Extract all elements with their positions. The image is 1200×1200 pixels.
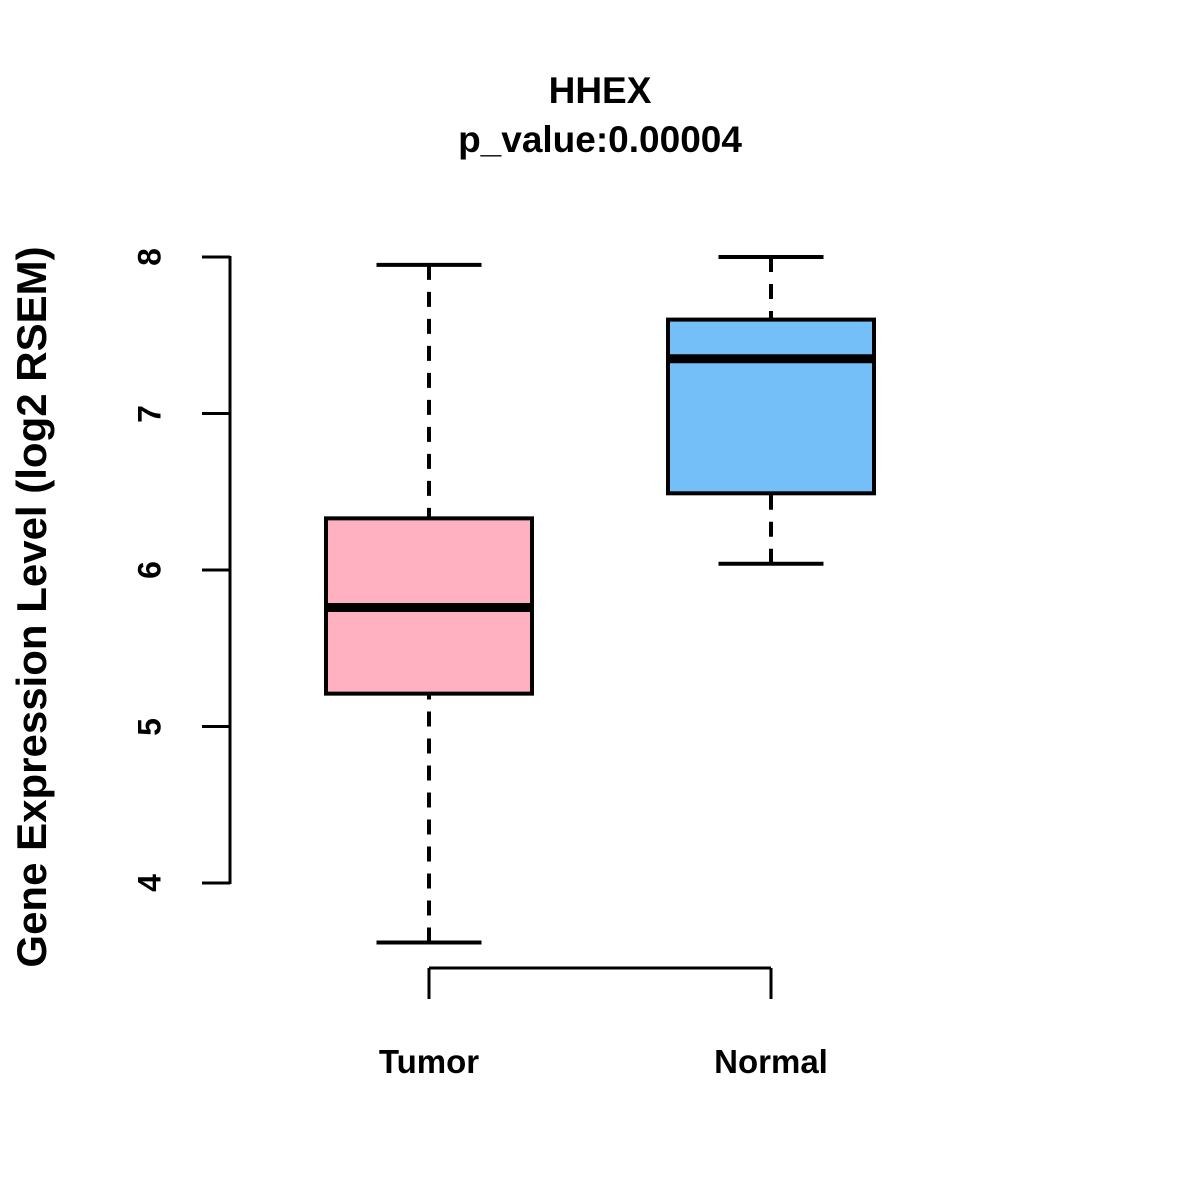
box-normal <box>666 317 876 496</box>
y-tick-label: 4 <box>131 874 168 892</box>
y-tick-label: 5 <box>131 717 168 736</box>
chart-title: HHEX <box>548 70 652 111</box>
y-tick-label: 7 <box>131 404 168 423</box>
chart-subtitle: p_value:0.00004 <box>458 119 742 160</box>
category-label-normal: Normal <box>714 1043 828 1080</box>
y-tick-label: 6 <box>131 561 168 579</box>
y-tick-label: 8 <box>131 248 168 266</box>
category-label-tumor: Tumor <box>378 1043 480 1080</box>
